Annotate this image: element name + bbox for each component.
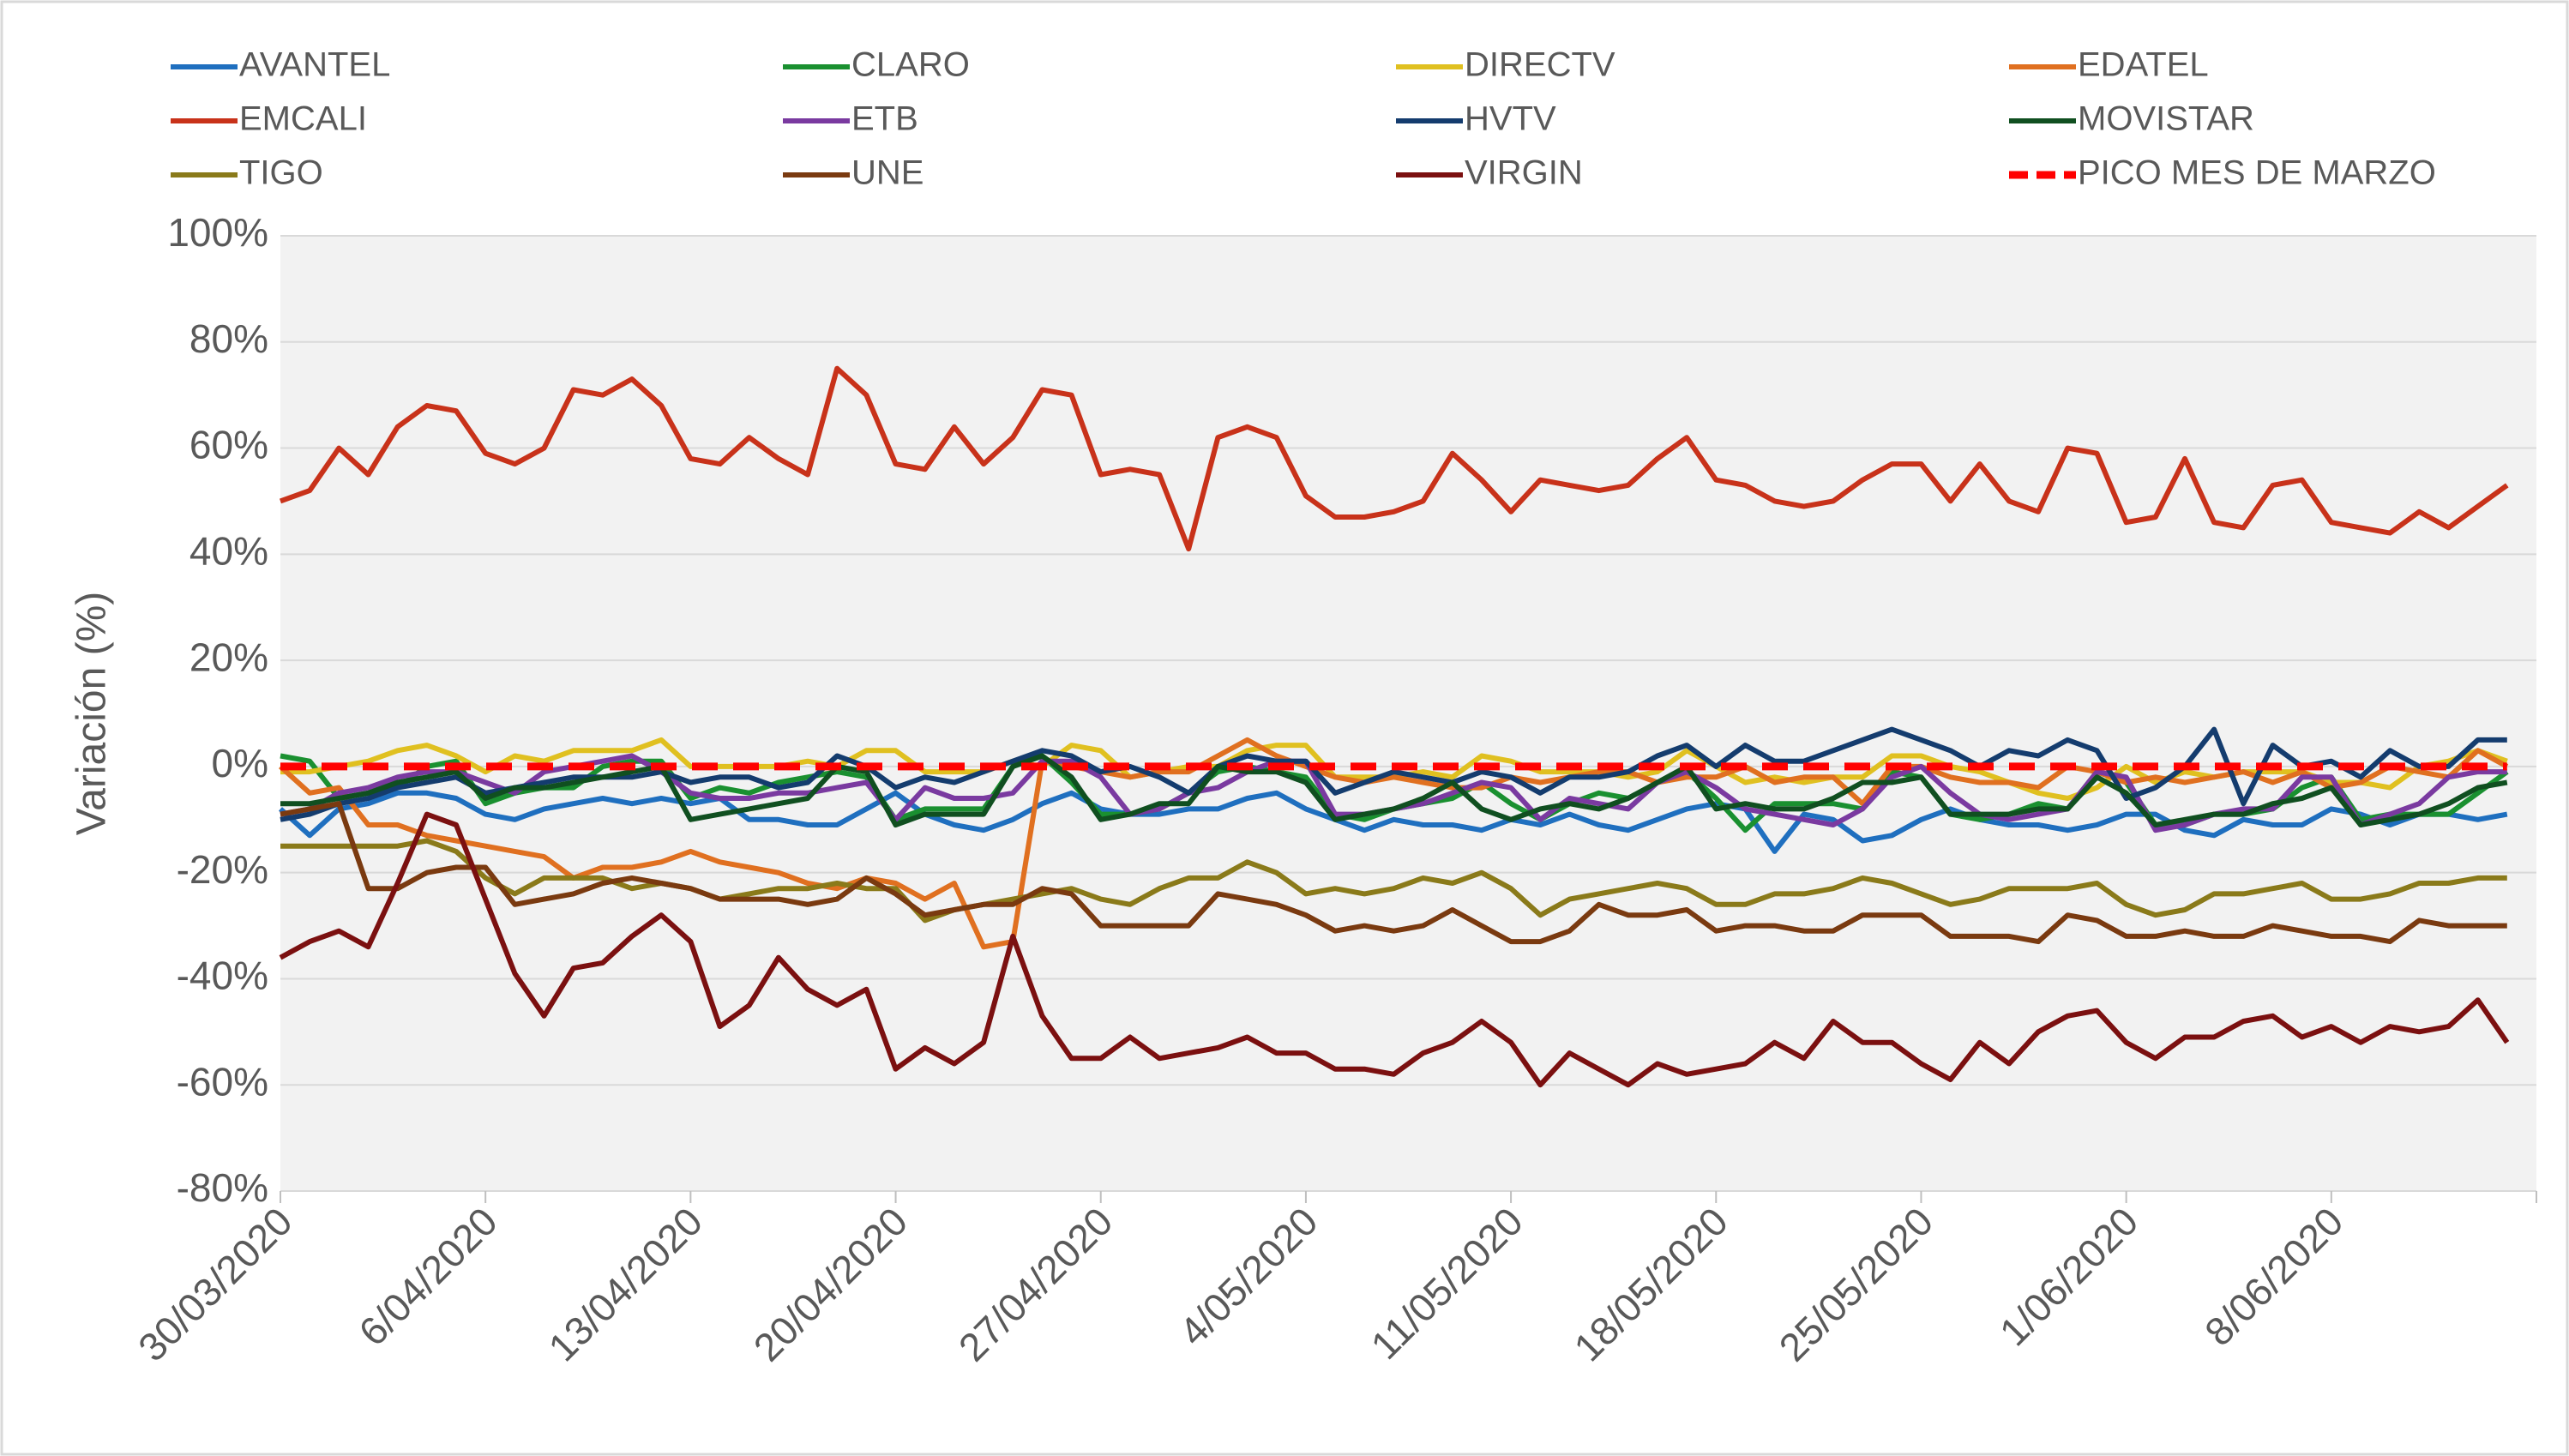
- legend-label: DIRECTV: [1465, 46, 1615, 84]
- y-tick-label: -20%: [177, 847, 268, 892]
- y-tick-label: 20%: [190, 635, 268, 679]
- legend-label: VIRGIN: [1465, 154, 1583, 192]
- series-line: [280, 726, 2507, 822]
- series-line: [279, 365, 2509, 552]
- y-tick-label: 100%: [167, 210, 268, 255]
- y-axis-title: Variación (%): [69, 592, 115, 836]
- series-line: [278, 737, 2509, 950]
- series-line: [278, 790, 2508, 854]
- y-tick-label: -60%: [177, 1059, 268, 1104]
- plot-area: [280, 236, 2536, 1191]
- y-tick-label: 60%: [190, 423, 268, 467]
- legend-label: EDATEL: [2078, 46, 2209, 84]
- legend-label: ETB: [851, 100, 918, 138]
- legend-label: HVTV: [1465, 100, 1556, 138]
- y-tick-label: 80%: [190, 316, 268, 361]
- legend-label: EMCALI: [239, 100, 367, 138]
- legend-label: UNE: [851, 154, 924, 192]
- y-tick-label: -40%: [177, 954, 268, 998]
- y-tick-label: -80%: [177, 1165, 268, 1210]
- legend-label: CLARO: [851, 46, 970, 84]
- series-line: [280, 838, 2507, 924]
- y-tick-label: 0%: [212, 741, 268, 785]
- series-line: [280, 801, 2507, 945]
- legend-label: AVANTEL: [239, 46, 390, 84]
- legend-label: TIGO: [239, 154, 323, 192]
- series-line: [279, 811, 2510, 1088]
- legend-label: PICO MES DE MARZO: [2078, 154, 2436, 192]
- y-tick-label: 40%: [190, 528, 268, 573]
- legend-label: MOVISTAR: [2078, 100, 2254, 138]
